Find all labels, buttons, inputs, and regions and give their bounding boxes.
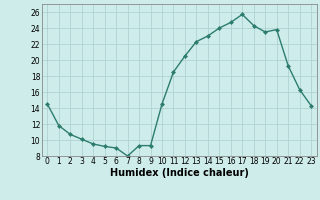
X-axis label: Humidex (Indice chaleur): Humidex (Indice chaleur) <box>110 168 249 178</box>
